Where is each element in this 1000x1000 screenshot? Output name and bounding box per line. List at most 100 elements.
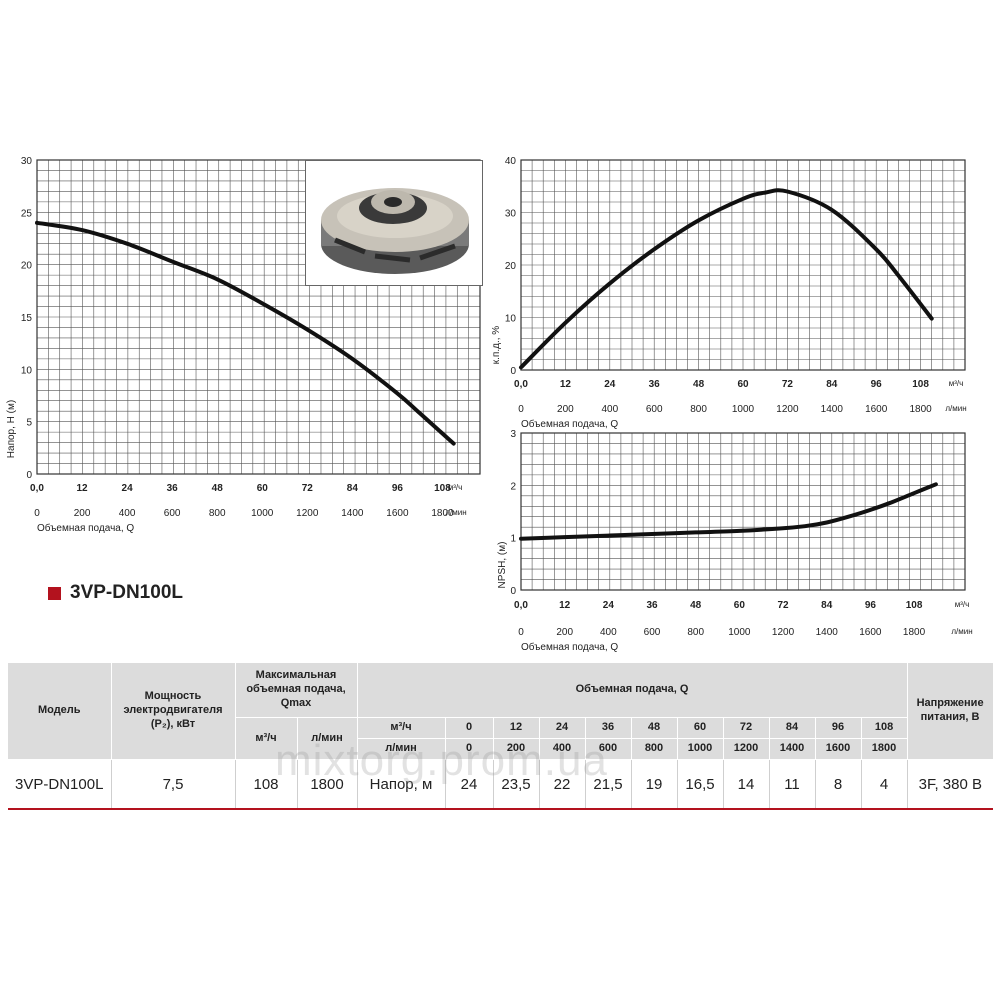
x-unit-label: м³/ч <box>955 600 970 609</box>
series-line <box>519 188 934 370</box>
flow-lmin: 1200 <box>723 738 770 760</box>
x2-tick-label: 1600 <box>865 404 888 415</box>
spec-table: Модель Мощность электродвигателя (P₂), к… <box>8 663 994 810</box>
flow-lmin: 1800 <box>861 738 908 760</box>
flow-m3: 108 <box>861 717 908 739</box>
x-tick-label: 36 <box>646 600 658 611</box>
flow-m3: 72 <box>723 717 770 739</box>
x-tick-label: 24 <box>604 379 616 390</box>
row-label-m3: м³/ч <box>357 717 446 739</box>
x2-tick-label: 0 <box>34 508 40 519</box>
x-tick-label: 48 <box>690 600 702 611</box>
plot-frame <box>520 432 966 591</box>
table-row: 3VP-DN100L 7,5 108 1800 Напор, м 24 23,5… <box>8 759 994 809</box>
x2-tick-label: 1800 <box>903 627 926 638</box>
flow-m3: 48 <box>631 717 678 739</box>
x2-tick-label: 800 <box>690 404 707 415</box>
flow-lmin: 1000 <box>677 738 724 760</box>
x-tick-label: 0,0 <box>514 379 528 390</box>
cell-model: 3VP-DN100L <box>8 759 112 809</box>
x-tick-label: 36 <box>167 483 179 494</box>
x2-tick-label: 1400 <box>821 404 844 415</box>
x2-tick-label: 400 <box>119 508 136 519</box>
flow-m3: 36 <box>585 717 632 739</box>
model-name: 3VP-DN100L <box>70 582 183 603</box>
header-qmax-lmin: л/мин <box>297 717 358 760</box>
x-tick-label: 12 <box>560 379 572 390</box>
header-qmax-m3: м³/ч <box>235 717 298 760</box>
y-tick-label: 10 <box>21 365 33 376</box>
x2-tick-label: 1000 <box>728 627 751 638</box>
cell-head: 22 <box>539 759 586 809</box>
x2-tick-label: 1000 <box>732 404 755 415</box>
cell-qmax-lmin: 1800 <box>297 759 358 809</box>
y-tick-label: 0 <box>510 366 516 377</box>
y-tick-label: 20 <box>505 261 517 272</box>
cell-qmax-m3: 108 <box>235 759 298 809</box>
x2-tick-label: 200 <box>556 627 573 638</box>
x2-tick-label: 600 <box>644 627 661 638</box>
x2-unit-label: л/мин <box>945 404 966 413</box>
x2-tick-label: 0 <box>518 627 524 638</box>
x2-tick-label: 1200 <box>776 404 799 415</box>
header-qmax: Максимальная объемная подача, Qmax <box>235 663 358 718</box>
x-tick-label: 48 <box>212 483 224 494</box>
flow-m3: 84 <box>769 717 816 739</box>
y-axis-title: Напор, H (м) <box>6 400 17 458</box>
x-tick-label: 72 <box>302 483 314 494</box>
x2-tick-label: 200 <box>74 508 91 519</box>
y-tick-label: 5 <box>26 418 32 429</box>
x2-tick-label: 600 <box>164 508 181 519</box>
flow-m3: 24 <box>539 717 586 739</box>
series-line <box>519 482 938 541</box>
x2-unit-label: л/мин <box>445 508 466 517</box>
flow-m3: 60 <box>677 717 724 739</box>
cell-head: 21,5 <box>585 759 632 809</box>
x2-tick-label: 800 <box>687 627 704 638</box>
series-line <box>35 220 456 446</box>
x-tick-label: 96 <box>865 600 877 611</box>
x-unit-label: м³/ч <box>448 483 463 492</box>
cell-voltage: 3F, 380 В <box>918 775 982 793</box>
y-tick-label: 1 <box>510 534 516 545</box>
cell-head: 8 <box>815 759 862 809</box>
cell-head: 19 <box>631 759 678 809</box>
x-tick-label: 12 <box>76 483 88 494</box>
x2-tick-label: 800 <box>209 508 226 519</box>
cell-head: 24 <box>445 759 494 809</box>
cell-head: 23,5 <box>493 759 540 809</box>
x2-tick-label: 1800 <box>431 508 454 519</box>
x-tick-label: 108 <box>912 379 929 390</box>
x-tick-label: 96 <box>871 379 883 390</box>
x2-tick-label: 1800 <box>909 404 932 415</box>
x-tick-label: 84 <box>826 379 838 390</box>
y-tick-label: 15 <box>21 313 33 324</box>
flow-m3: 12 <box>493 717 540 739</box>
y-tick-label: 30 <box>505 209 517 220</box>
y-tick-label: 25 <box>21 208 33 219</box>
x-tick-label: 60 <box>257 483 269 494</box>
x2-tick-label: 1600 <box>859 627 882 638</box>
x2-tick-label: 1200 <box>296 508 319 519</box>
header-voltage: Напряжение питания, В <box>907 663 994 760</box>
x-axis-title: Объемная подача, Q <box>521 641 618 653</box>
x2-tick-label: 400 <box>600 627 617 638</box>
y-axis-title: NPSH, (м) <box>497 542 508 589</box>
x-tick-label: 72 <box>782 379 794 390</box>
x2-tick-label: 200 <box>557 404 574 415</box>
flow-m3: 96 <box>815 717 862 739</box>
x2-tick-label: 600 <box>646 404 663 415</box>
row-label-lmin: л/мин <box>357 738 446 760</box>
x2-tick-label: 1000 <box>251 508 274 519</box>
flow-lmin: 600 <box>585 738 632 760</box>
x-axis-title: Объемная подача, Q <box>521 418 618 430</box>
x2-tick-label: 1600 <box>386 508 409 519</box>
x-tick-label: 60 <box>737 379 749 390</box>
cell-head-label: Напор, м <box>357 759 446 809</box>
impeller-photo <box>305 160 483 286</box>
cell-head: 4 <box>861 759 908 809</box>
x-tick-label: 24 <box>603 600 615 611</box>
y-tick-label: 30 <box>21 156 33 167</box>
plot-frame <box>36 159 481 475</box>
